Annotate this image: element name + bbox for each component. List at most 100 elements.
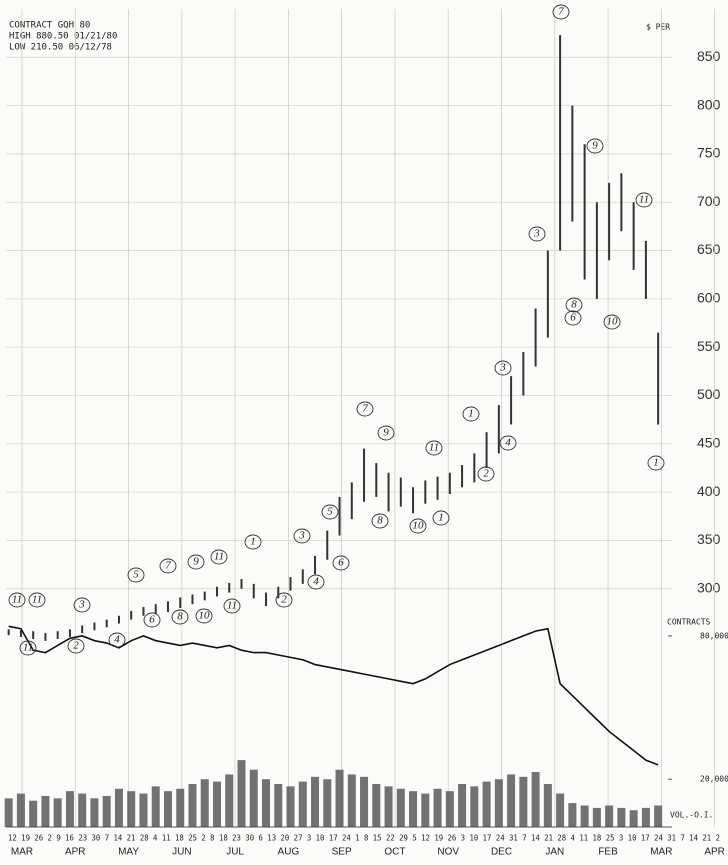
y-tick-label: 700 — [697, 193, 721, 209]
volume-bar — [483, 782, 491, 827]
volume-bar — [323, 779, 331, 827]
volume-bar — [176, 789, 184, 827]
y-axis-label: $ PER — [646, 23, 670, 32]
header-line: CONTRACT GQH 80 — [9, 21, 90, 31]
volume-bar — [5, 798, 13, 827]
header-line: LOW 210.50 06/12/78 — [9, 43, 112, 53]
volume-bar — [397, 789, 405, 827]
volume-bar — [507, 774, 515, 827]
annotation: 3 — [533, 228, 540, 240]
volume-bar — [544, 784, 552, 827]
volume-bar — [409, 791, 417, 827]
annotation: 10 — [199, 610, 211, 622]
annotation: 2 — [73, 640, 79, 652]
volume-bar — [458, 784, 466, 827]
annotation: 7 — [558, 6, 564, 18]
x-tick-label: APR — [65, 847, 86, 858]
annotation: 11 — [227, 600, 237, 612]
volume-bar — [164, 791, 172, 827]
y2-tick-label: 80,000 — [700, 631, 728, 640]
annotation: 9 — [193, 556, 199, 568]
chart: CONTRACT GQH 80 HIGH 880.50 01/21/80 LOW… — [0, 0, 728, 865]
x-tick-label: AUG — [278, 847, 300, 858]
annotation: 3 — [499, 362, 506, 374]
y-tick-label: 750 — [697, 145, 721, 161]
x-tick-label: DEC — [491, 847, 512, 858]
volume-bar — [519, 777, 527, 827]
x-tick-label: JUN — [172, 847, 191, 858]
x-tick-label: JAN — [545, 847, 564, 858]
volume-bar — [642, 808, 650, 827]
annotation: 9 — [592, 140, 598, 152]
annotation: 11 — [23, 642, 33, 654]
y-tick-label: 550 — [697, 338, 721, 354]
annotation: 8 — [177, 611, 183, 623]
annotation: 10 — [607, 316, 619, 328]
volume-bar — [29, 801, 37, 827]
y-tick-label: 300 — [697, 579, 721, 595]
volume-bar — [372, 784, 380, 827]
volume-bar — [593, 808, 601, 827]
volume-bar — [262, 779, 270, 827]
volume-bar — [360, 777, 368, 827]
annotation: 11 — [429, 442, 439, 454]
annotation: 11 — [12, 594, 22, 606]
volume-bar — [188, 784, 196, 827]
annotation: 2 — [281, 594, 287, 606]
volume-bar — [66, 791, 74, 827]
annotation: 3 — [78, 599, 85, 611]
y-tick-label: 450 — [697, 434, 721, 450]
annotation: 5 — [133, 569, 139, 581]
x-tick-label: OCT — [384, 847, 405, 858]
volume-bar — [630, 810, 638, 827]
y-tick-label: 600 — [697, 290, 721, 306]
volume-bar — [90, 798, 98, 827]
annotation: 10 — [413, 520, 425, 532]
volume-bar — [225, 774, 233, 827]
volume-bar — [41, 796, 49, 827]
annotation: 11 — [639, 194, 649, 206]
x-tick-label: JUL — [226, 847, 244, 858]
volume-bar — [127, 791, 135, 827]
volume-bar — [287, 786, 295, 827]
volume-bar — [17, 794, 25, 827]
volume-bar — [139, 794, 147, 827]
header-line: HIGH 880.50 01/21/80 — [9, 32, 117, 42]
volume-bar — [654, 806, 662, 828]
volume-bar — [115, 789, 123, 827]
x-tick-label: MAR — [11, 847, 33, 858]
volume-bar — [421, 794, 429, 827]
volume-bar — [274, 784, 282, 827]
y2-note: VOL.-O.I. — [670, 811, 713, 820]
volume-bar — [568, 803, 576, 827]
y-tick-label: 350 — [697, 531, 721, 547]
volume-bar — [103, 796, 111, 827]
volume-bar — [532, 772, 540, 827]
volume-bar — [348, 774, 356, 827]
annotation: 8 — [571, 299, 577, 311]
volume-bar — [299, 782, 307, 827]
annotation: 6 — [570, 312, 576, 324]
x-tick-label: MAR — [650, 847, 672, 858]
annotation: 6 — [338, 557, 344, 569]
annotation: 11 — [32, 594, 42, 606]
open-interest-line — [9, 626, 658, 765]
volume-bar — [470, 786, 478, 827]
volume-bar — [556, 794, 564, 827]
x-tick-label: NOV — [437, 847, 459, 858]
annotation: 6 — [149, 614, 155, 626]
volume-bar — [495, 779, 503, 827]
annotation: 7 — [165, 560, 171, 572]
x-tick-label: FEB — [598, 847, 618, 858]
annotation: 4 — [505, 437, 511, 449]
y-tick-label: 400 — [697, 483, 721, 499]
annotation: 4 — [114, 634, 120, 646]
volume-bar — [152, 786, 160, 827]
volume-bar — [581, 806, 589, 828]
annotation: 2 — [483, 468, 489, 480]
annotation: 7 — [362, 403, 368, 415]
annotation: 1 — [468, 408, 474, 420]
y2-axis-label: CONTRACTS — [667, 618, 711, 627]
date-row: 12 19 26 2 9 16 23 30 7 14 21 28 4 11 18… — [8, 834, 720, 843]
volume-bar — [78, 794, 86, 827]
